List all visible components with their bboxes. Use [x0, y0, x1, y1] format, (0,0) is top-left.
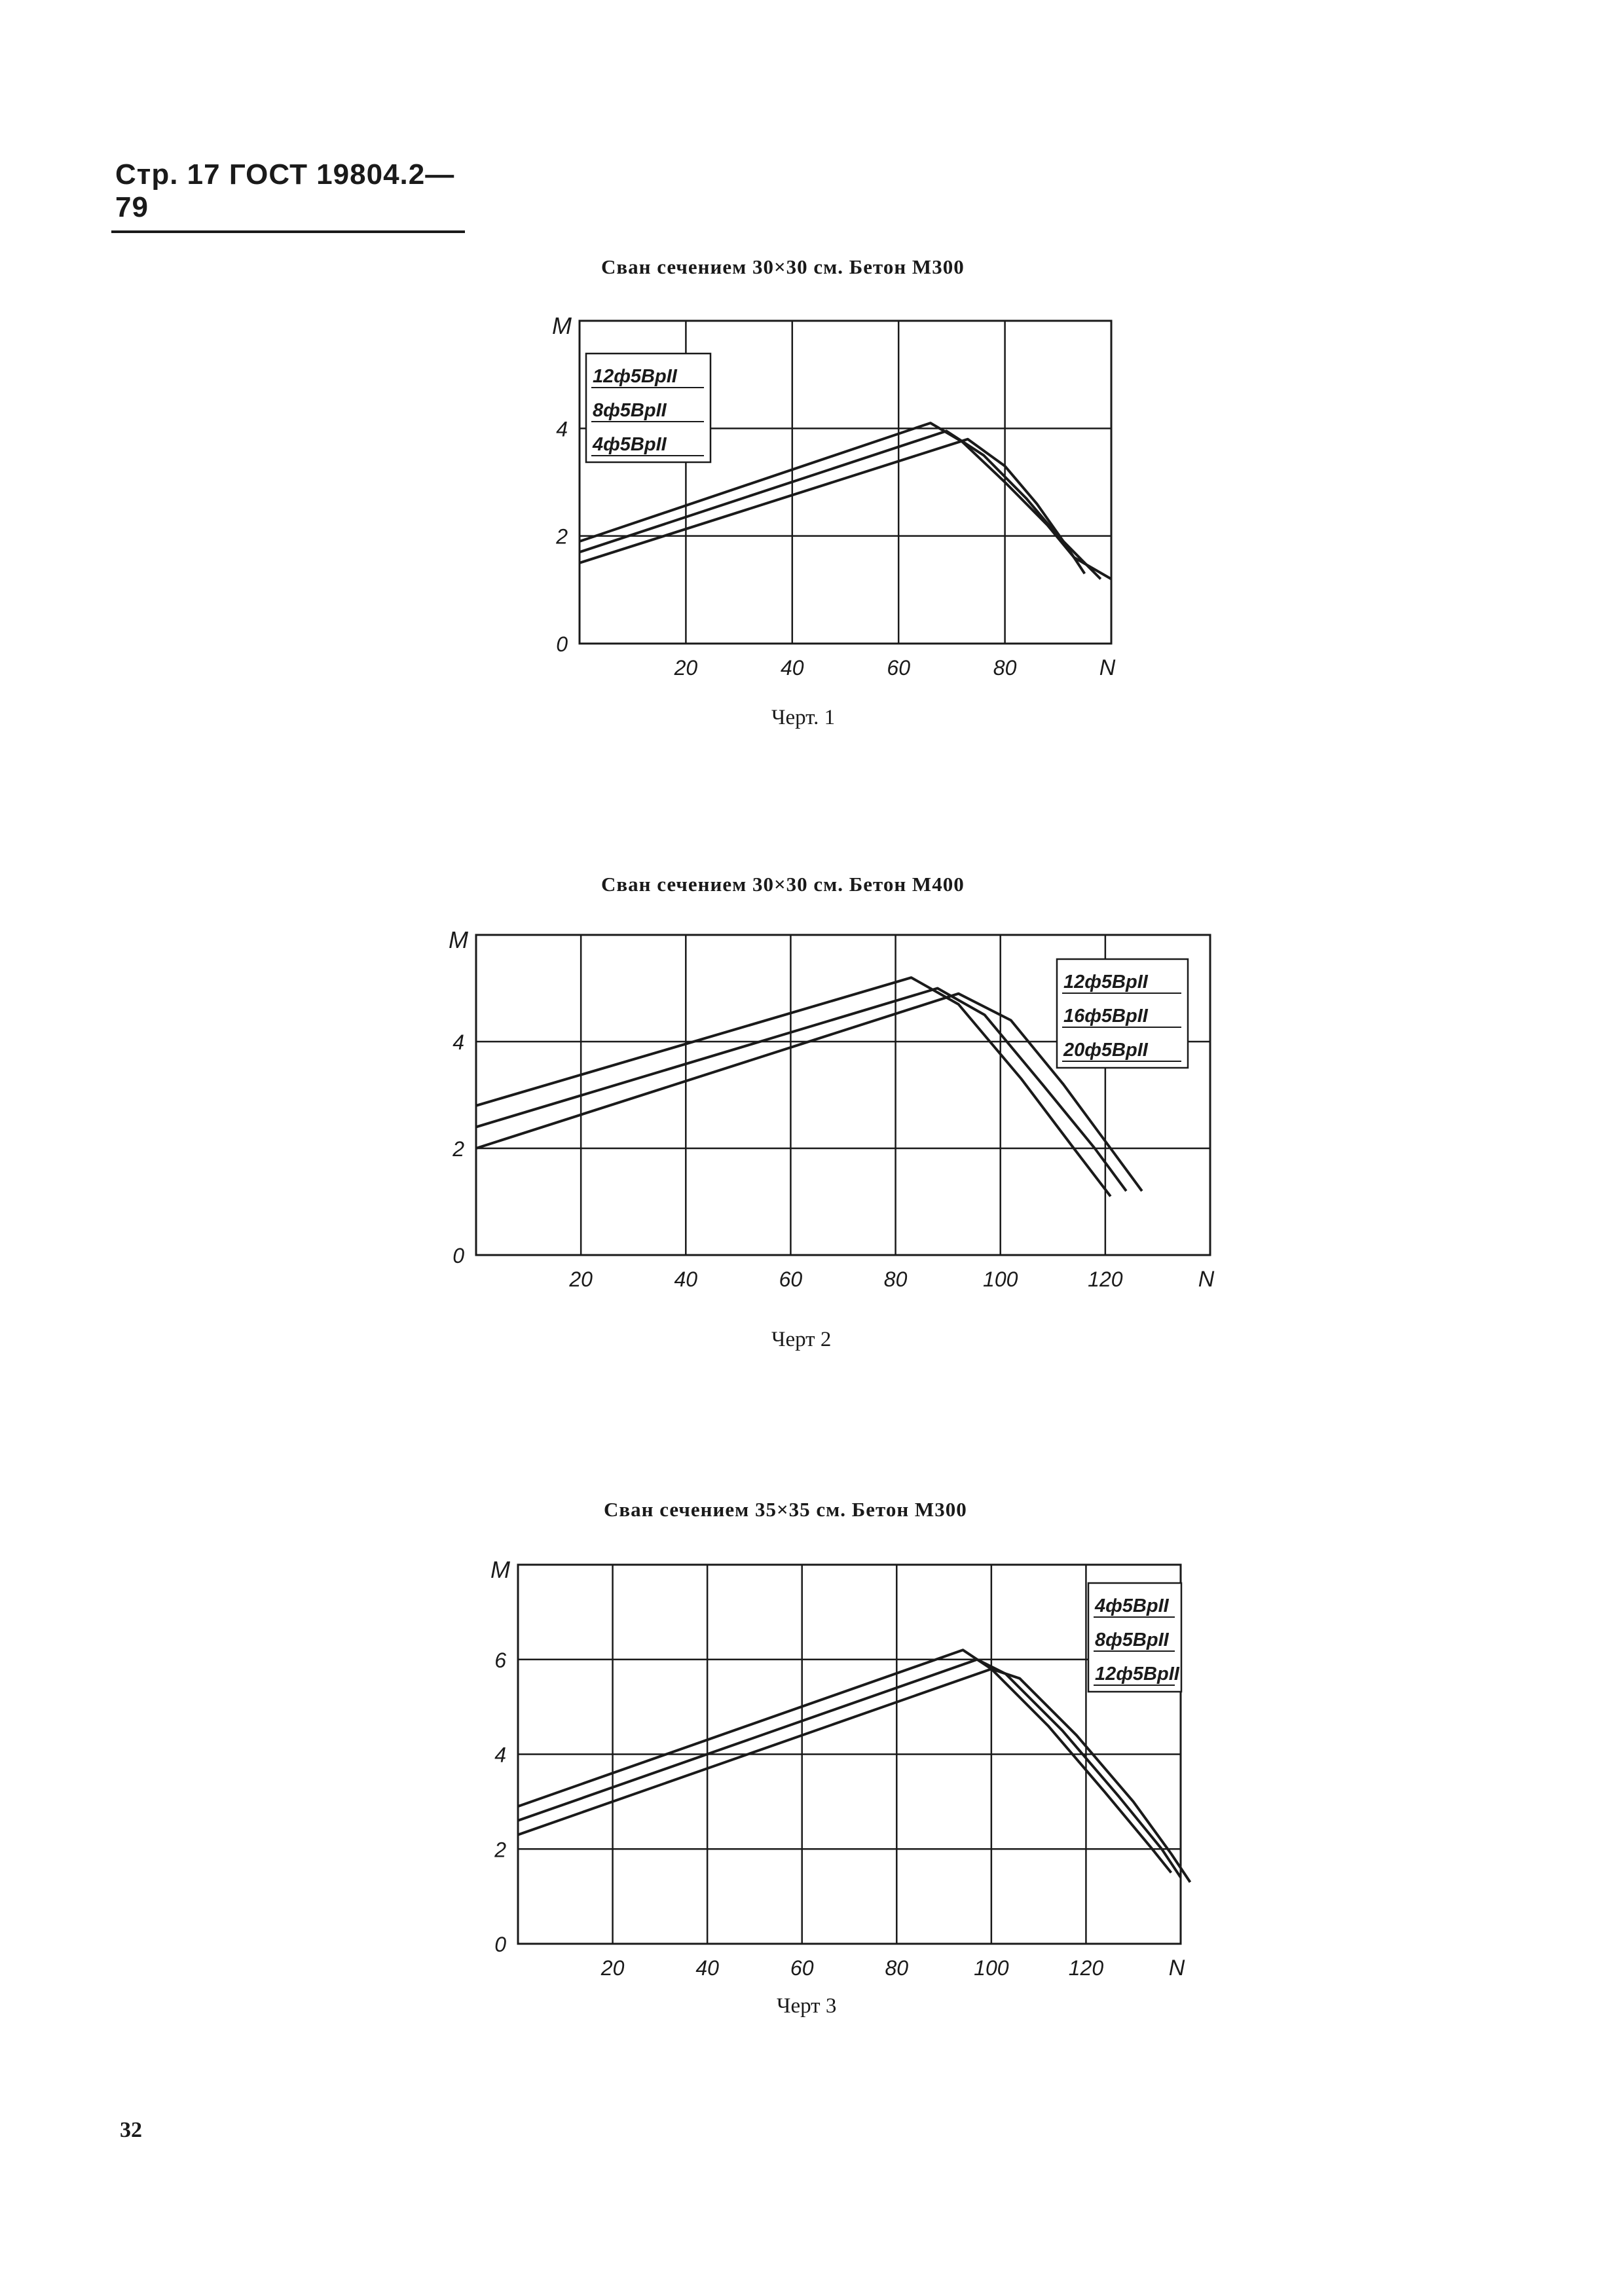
- chart-1-legend-box: [585, 352, 712, 464]
- chart-1-y-tick-label: 4: [556, 417, 568, 441]
- chart-2-plot-frame: [475, 934, 1211, 1256]
- chart-2-title: Сван сечением 30×30 см. Бетон М400: [601, 873, 965, 896]
- chart-1-x-tick-label: 60: [887, 656, 910, 680]
- chart-1-x-tick-label: 80: [993, 656, 1017, 680]
- chart-3-x-tick-label: 60: [790, 1956, 814, 1980]
- chart-3-legend-box: [1087, 1582, 1183, 1693]
- chart-2-series-line: [475, 987, 1128, 1192]
- chart-3-caption: Черт 3: [777, 1994, 837, 2018]
- chart-2-x-tick-label: 80: [884, 1267, 908, 1291]
- chart-3-x-tick-label: 100: [974, 1956, 1009, 1980]
- chart-3-series-line: [517, 1667, 1192, 1884]
- chart-1-legend-label: 4ф5ВрII: [592, 434, 667, 455]
- chart-2-x-tick-label: 60: [779, 1267, 803, 1291]
- chart-3-legend-label: 12ф5ВрII: [1095, 1664, 1180, 1685]
- chart-1-x-tick-label: 20: [674, 656, 698, 680]
- chart-2-series-line: [475, 992, 1143, 1192]
- chart-2-x-tick-label: 40: [674, 1267, 697, 1291]
- chart-2-series-line: [475, 976, 1112, 1197]
- chart-1-plot-frame: [578, 319, 1113, 645]
- chart-1-caption: Черт. 1: [771, 706, 836, 729]
- chart-3-series-line: [517, 1649, 1173, 1874]
- chart-2-y-tick-label: 2: [452, 1137, 464, 1161]
- chart-1-series-line: [579, 429, 1102, 580]
- chart-2-x-tick-label: 20: [568, 1267, 593, 1291]
- chart-3-x-axis-label: N: [1169, 1956, 1185, 1980]
- chart-1-title: Сван сечением 30×30 см. Бетон М300: [601, 255, 965, 278]
- chart-1-legend-label: 8ф5ВрII: [593, 400, 667, 421]
- chart-3-y-tick-label: 2: [494, 1838, 506, 1861]
- chart-1-y-tick-label: 2: [555, 525, 568, 549]
- chart-2-legend-label: 16ф5ВрII: [1063, 1006, 1149, 1027]
- chart-2-legend-box: [1056, 958, 1189, 1069]
- chart-2-y-axis-label: M: [449, 926, 468, 953]
- chart-2-y-tick-label: 4: [452, 1030, 464, 1054]
- page-header: Стр. 17 ГОСТ 19804.2—79: [111, 158, 465, 233]
- chart-1-series-line: [579, 437, 1086, 575]
- chart-2-x-axis-label: N: [1198, 1267, 1215, 1292]
- chart-1-x-tick-label: 40: [781, 656, 804, 680]
- chart-3-x-tick-label: 80: [885, 1956, 908, 1980]
- chart-3-y-tick-label: 0: [494, 1933, 506, 1956]
- chart-1-y-tick-label: 0: [556, 632, 568, 656]
- chart-2-legend-label: 12ф5ВрII: [1063, 972, 1149, 993]
- chart-1-y-axis-label: M: [552, 312, 572, 339]
- chart-2-x-tick-label: 100: [983, 1267, 1018, 1291]
- chart-2-x-tick-label: 120: [1088, 1267, 1123, 1291]
- chart-3-y-tick-label: 6: [494, 1649, 506, 1672]
- chart-3-x-tick-label: 40: [695, 1956, 719, 1980]
- page-number: 32: [120, 2118, 142, 2142]
- chart-3-legend-label: 4ф5ВрII: [1094, 1595, 1170, 1616]
- chart-3-x-tick-label: 20: [600, 1956, 625, 1980]
- chart-2-y-tick-label: 0: [452, 1244, 464, 1267]
- chart-3-series-line: [517, 1658, 1182, 1878]
- chart-3-x-tick-label: 120: [1069, 1956, 1104, 1980]
- chart-1-x-axis-label: N: [1099, 655, 1116, 680]
- chart-3-title: Сван сечением 35×35 см. Бетон М300: [604, 1498, 967, 1521]
- chart-3-y-tick-label: 4: [494, 1743, 506, 1767]
- chart-3-y-axis-label: M: [490, 1556, 510, 1583]
- header-text: Стр. 17 ГОСТ 19804.2—79: [115, 158, 455, 223]
- chart-2-caption: Черт 2: [771, 1328, 832, 1351]
- chart-3-legend-label: 8ф5ВрII: [1095, 1630, 1170, 1650]
- chart-1-legend-label: 12ф5ВрII: [593, 366, 678, 387]
- chart-2-legend-label: 20ф5ВрII: [1063, 1040, 1149, 1061]
